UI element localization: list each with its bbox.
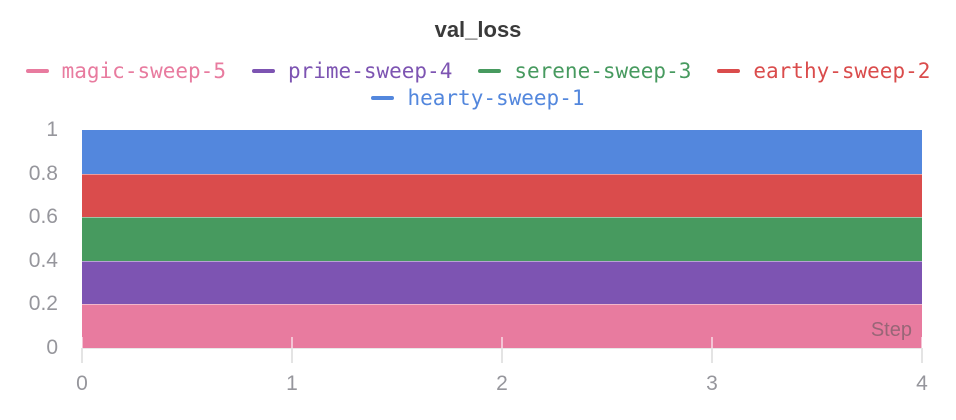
plot-area[interactable] — [82, 130, 922, 348]
legend-line-icon — [371, 96, 395, 100]
y-tick-label: 0.8 — [28, 161, 58, 185]
legend-item-magic-sweep-5[interactable]: magic-sweep-5 — [25, 59, 226, 83]
x-axis-title: Step — [870, 319, 912, 341]
area-band-earthy-sweep-2 — [82, 173, 922, 218]
x-tick-label: 2 — [496, 372, 508, 395]
legend-label: magic-sweep-5 — [61, 59, 226, 83]
y-tick-label: 0.2 — [28, 292, 58, 316]
legend-row-2: hearty-sweep-1 — [0, 86, 956, 110]
legend-row-1: magic-sweep-5 prime-sweep-4 serene-sweep-3… — [0, 59, 956, 83]
legend-label: prime-sweep-4 — [287, 59, 453, 83]
legend-line-icon — [478, 69, 502, 73]
x-tick-label: 0 — [76, 372, 88, 395]
y-axis-labels: 0 0.2 0.4 0.6 0.8 1 — [0, 118, 58, 359]
y-tick-label: 0.6 — [28, 205, 58, 229]
x-tick-label: 1 — [286, 372, 298, 395]
legend-line-icon — [251, 69, 275, 73]
legend-item-earthy-sweep-2[interactable]: earthy-sweep-2 — [717, 59, 930, 83]
legend-item-prime-sweep-4[interactable]: prime-sweep-4 — [251, 59, 453, 83]
x-tick-label: 4 — [916, 372, 928, 395]
legend-label: hearty-sweep-1 — [407, 86, 585, 110]
y-tick-label: 1 — [46, 118, 58, 141]
legend-item-serene-sweep-3[interactable]: serene-sweep-3 — [478, 59, 691, 83]
area-band-serene-sweep-3 — [82, 217, 922, 261]
legend-label: earthy-sweep-2 — [753, 59, 931, 83]
x-axis-labels: 0 1 2 3 4 — [76, 372, 928, 400]
x-tick-label: 3 — [706, 372, 718, 395]
area-band-prime-sweep-4 — [82, 260, 922, 305]
area-band-hearty-sweep-1 — [82, 130, 922, 174]
legend-line-icon — [717, 69, 741, 73]
area-band-magic-sweep-5 — [82, 304, 922, 348]
x-axis-line — [82, 348, 922, 349]
legend-item-hearty-sweep-1[interactable]: hearty-sweep-1 — [371, 86, 585, 110]
chart-title: val_loss — [434, 17, 522, 42]
y-tick-label: 0 — [46, 336, 58, 359]
y-tick-label: 0.4 — [28, 248, 58, 272]
legend-label: serene-sweep-3 — [514, 59, 692, 83]
legend-line-icon — [25, 69, 49, 73]
